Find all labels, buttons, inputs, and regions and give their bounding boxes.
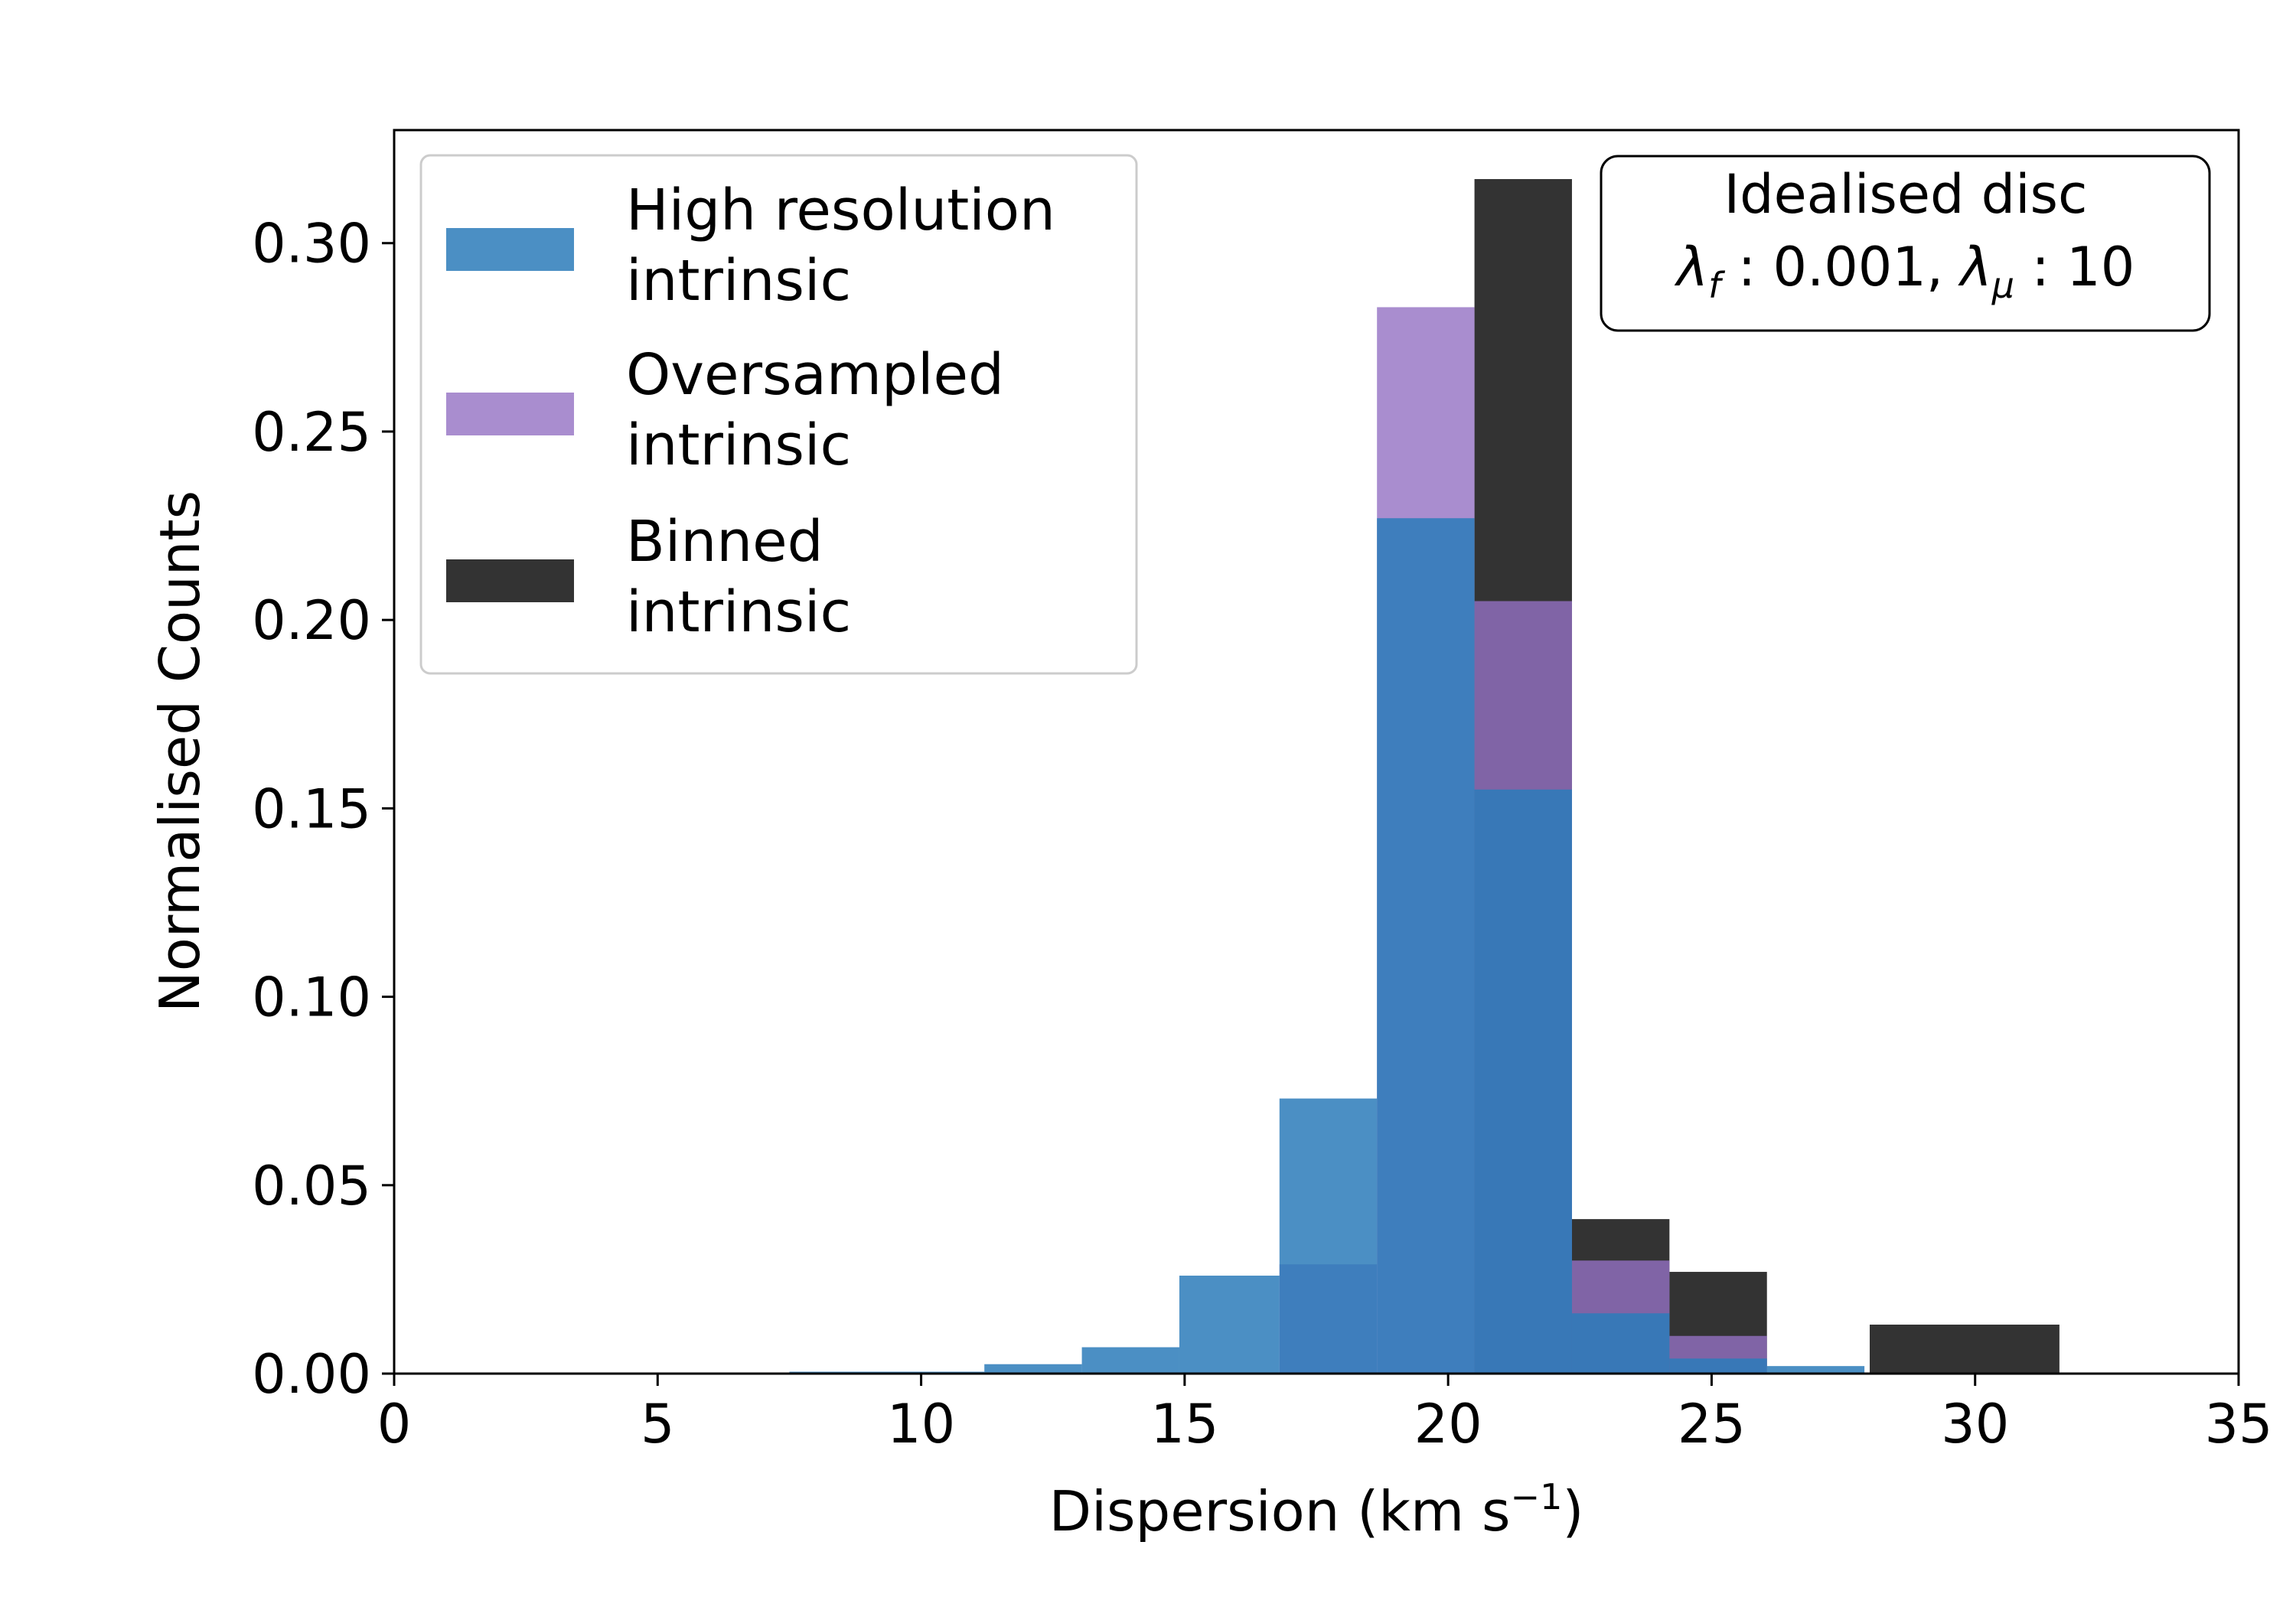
legend-swatch [446,559,574,602]
legend-label-line2: intrinsic [626,248,851,314]
x-tick-label: 25 [1678,1393,1746,1455]
legend-label-line1: High resolution [626,178,1055,243]
y-tick-label: 0.10 [252,966,371,1029]
histogram-bar [1870,1324,2060,1374]
legend: High resolutionintrinsicOversampledintri… [419,154,1138,675]
histogram-bar [1766,1366,1865,1374]
x-tick-label: 5 [641,1393,675,1455]
legend-frame [419,154,1138,675]
y-tick-label: 0.25 [252,401,371,464]
legend-label-line2: intrinsic [626,412,851,478]
histogram-bar [1474,789,1572,1374]
legend-swatch [446,228,574,271]
x-axis-label: Dispersion (km s−1) [1049,1476,1584,1543]
y-tick-label: 0.20 [252,589,371,652]
legend-swatch [446,393,574,435]
legend-label-line2: intrinsic [626,579,851,645]
histogram-bar [1179,1275,1280,1374]
bars-layer [789,179,2060,1374]
y-tick-label: 0.30 [252,213,371,275]
y-axis-ticks: 0.00 0.05 0.10 0.15 0.20 0.25 0.30 [252,213,394,1406]
y-axis-label: Normalised Counts [148,491,212,1012]
histogram-bar [1081,1347,1179,1374]
y-tick-label: 0.15 [252,777,371,840]
x-tick-label: 20 [1414,1393,1482,1455]
legend-entries: High resolutionintrinsicOversampledintri… [446,178,1055,645]
plot-frame [393,129,2240,1375]
series-2 [789,518,1865,1374]
histogram-bar [1669,1358,1767,1374]
histogram-bar [984,1364,1082,1374]
y-tick-label: 0.00 [252,1343,371,1406]
x-tick-label: 30 [1941,1393,2009,1455]
histogram-bar [1571,1313,1670,1374]
x-tick-label: 35 [2204,1393,2272,1455]
annotation-frame [1600,155,2211,332]
x-tick-label: 10 [887,1393,955,1455]
legend-label-line1: Oversampled [626,342,1004,408]
histogram-bar [1279,1098,1378,1374]
annotation-title: Idealised disc [1724,163,2088,226]
y-tick-label: 0.05 [252,1155,371,1217]
histogram-bar [1377,518,1475,1374]
x-axis-ticks: 0 5 10 15 20 25 30 35 [377,1374,2273,1455]
annotation-box: Idealised disc λf : 0.001, λμ : 10 [1600,155,2211,332]
x-tick-label: 15 [1150,1393,1218,1455]
x-tick-label: 0 [377,1393,412,1455]
annotation-params: λf : 0.001, λμ : 10 [1674,236,2135,306]
legend-label-line1: Binned [626,509,823,575]
